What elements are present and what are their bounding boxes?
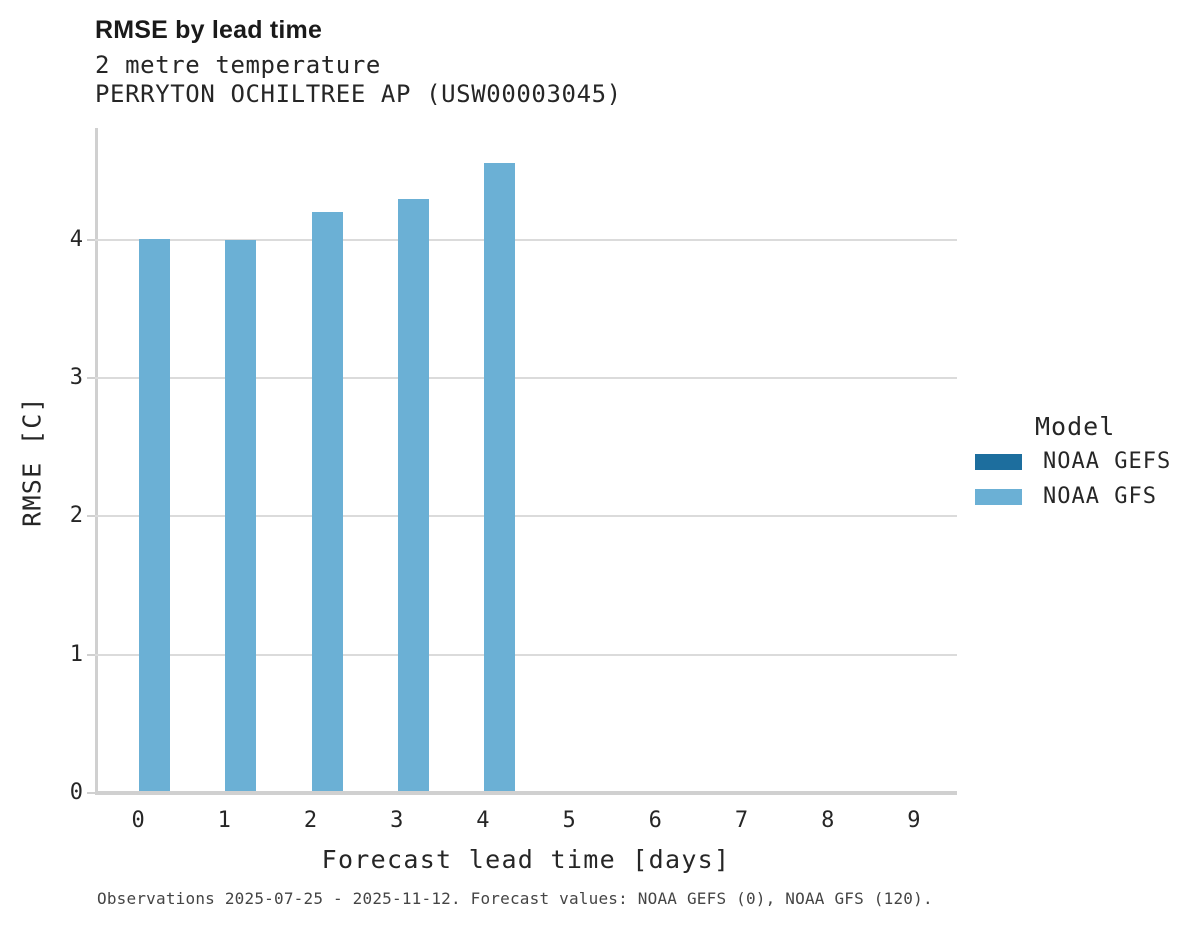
x-tick-label: 4 [476, 808, 490, 833]
legend-row-noaa-gfs: NOAA GFS [975, 484, 1171, 509]
gridline-y4 [95, 238, 957, 241]
y-axis-spine [95, 128, 98, 795]
y-tick-label: 1 [69, 641, 83, 667]
bar-noaa-gfs-day3 [397, 198, 429, 793]
y-tick-label: 2 [69, 503, 83, 529]
legend-label: NOAA GEFS [1043, 449, 1172, 474]
x-axis-label: Forecast lead time [days] [321, 845, 731, 874]
y-tick-label: 0 [69, 780, 83, 805]
legend-swatch-icon [975, 489, 1022, 505]
chart-subtitle-station: PERRYTON OCHILTREE AP (USW00003045) [95, 80, 622, 108]
y-tick-mark [87, 653, 95, 656]
gridline-y2 [95, 515, 957, 518]
y-tick-label: 4 [69, 226, 83, 252]
y-tick-label: 3 [69, 365, 83, 391]
y-tick-mark [87, 792, 95, 794]
legend: Model NOAA GEFS NOAA GFS [975, 412, 1172, 509]
caption-text: Observations 2025-07-25 - 2025-11-12. Fo… [97, 889, 933, 908]
legend-title: Model [1035, 412, 1116, 441]
x-tick-label: 7 [734, 808, 749, 833]
x-axis-spine [95, 791, 957, 795]
legend-row-noaa-gefs: NOAA GEFS [975, 449, 1172, 474]
y-tick-mark [87, 377, 95, 380]
bar-noaa-gfs-day2 [311, 212, 343, 793]
x-tick-label: 9 [907, 808, 921, 833]
y-tick-mark [87, 238, 95, 241]
x-tick-label: 3 [390, 808, 404, 833]
y-tick-mark [87, 515, 95, 518]
x-tick-label: 8 [821, 808, 835, 833]
x-tick-label: 1 [217, 808, 231, 833]
bar-noaa-gfs-day0 [139, 238, 171, 793]
x-tick-label: 2 [303, 808, 318, 833]
gridline-y3 [95, 377, 957, 380]
chart-subtitle-variable: 2 metre temperature [95, 51, 381, 79]
bar-noaa-gfs-day4 [483, 162, 515, 793]
legend-entries: NOAA GEFS NOAA GFS [975, 449, 1172, 509]
legend-swatch-icon [975, 454, 1022, 470]
gridline-y1 [95, 653, 957, 656]
x-tick-label: 0 [131, 808, 145, 833]
y-axis-label: RMSE [C] [17, 396, 47, 527]
x-tick-label: 6 [648, 808, 662, 833]
bar-noaa-gfs-day1 [225, 239, 257, 793]
chart-title: RMSE by lead time [95, 16, 323, 44]
legend-label: NOAA GFS [1043, 484, 1157, 509]
x-tick-label: 5 [562, 808, 576, 833]
